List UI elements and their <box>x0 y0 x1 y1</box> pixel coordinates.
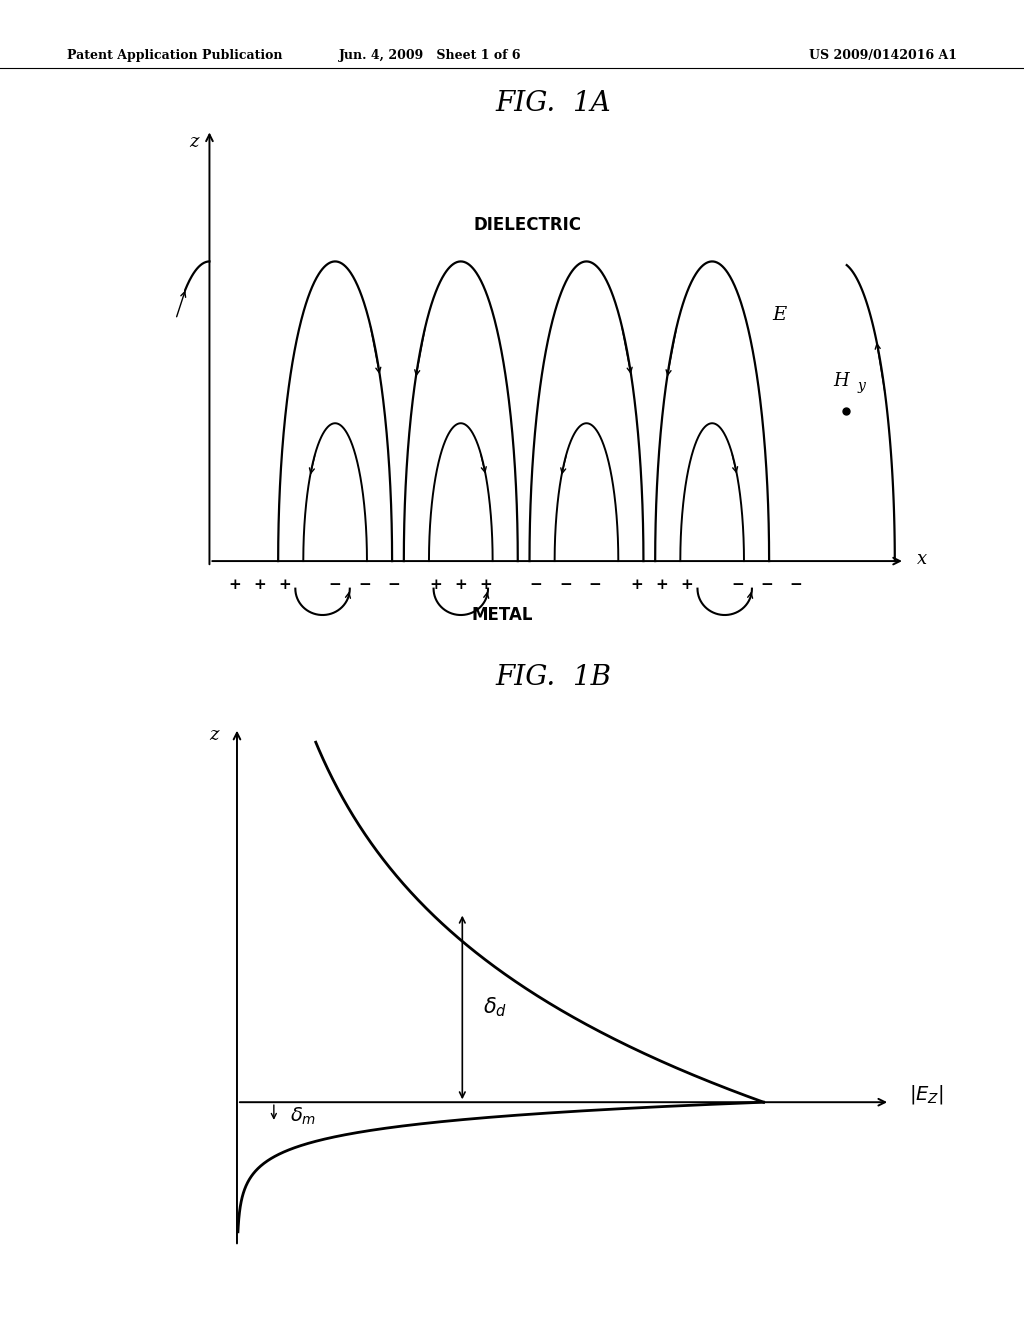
Text: y: y <box>857 379 865 393</box>
Text: +: + <box>228 578 241 593</box>
Text: z: z <box>189 132 199 150</box>
Text: Patent Application Publication: Patent Application Publication <box>67 49 282 62</box>
Text: +: + <box>681 578 693 593</box>
Text: +: + <box>479 578 493 593</box>
Text: −: − <box>387 578 400 593</box>
Text: $\delta_d$: $\delta_d$ <box>483 995 508 1019</box>
Text: z: z <box>209 726 218 744</box>
Text: FIG.  1A: FIG. 1A <box>496 90 610 116</box>
Text: $\delta_m$: $\delta_m$ <box>290 1106 316 1127</box>
Text: −: − <box>529 578 543 593</box>
Text: −: − <box>329 578 341 593</box>
Text: +: + <box>455 578 467 593</box>
Text: +: + <box>429 578 442 593</box>
Text: −: − <box>589 578 601 593</box>
Text: US 2009/0142016 A1: US 2009/0142016 A1 <box>809 49 957 62</box>
Text: +: + <box>655 578 669 593</box>
Text: DIELECTRIC: DIELECTRIC <box>474 216 582 235</box>
Text: +: + <box>279 578 291 593</box>
Text: E: E <box>772 306 786 325</box>
Text: −: − <box>760 578 773 593</box>
Text: −: − <box>790 578 802 593</box>
Text: FIG.  1B: FIG. 1B <box>495 664 611 690</box>
Text: −: − <box>559 578 571 593</box>
Text: +: + <box>631 578 643 593</box>
Text: +: + <box>253 578 266 593</box>
Text: −: − <box>731 578 743 593</box>
Text: H: H <box>834 372 849 391</box>
Text: $|E_Z|$: $|E_Z|$ <box>909 1084 944 1106</box>
Text: x: x <box>916 549 927 568</box>
Text: METAL: METAL <box>472 606 534 624</box>
Text: −: − <box>358 578 371 593</box>
Text: Jun. 4, 2009   Sheet 1 of 6: Jun. 4, 2009 Sheet 1 of 6 <box>339 49 521 62</box>
